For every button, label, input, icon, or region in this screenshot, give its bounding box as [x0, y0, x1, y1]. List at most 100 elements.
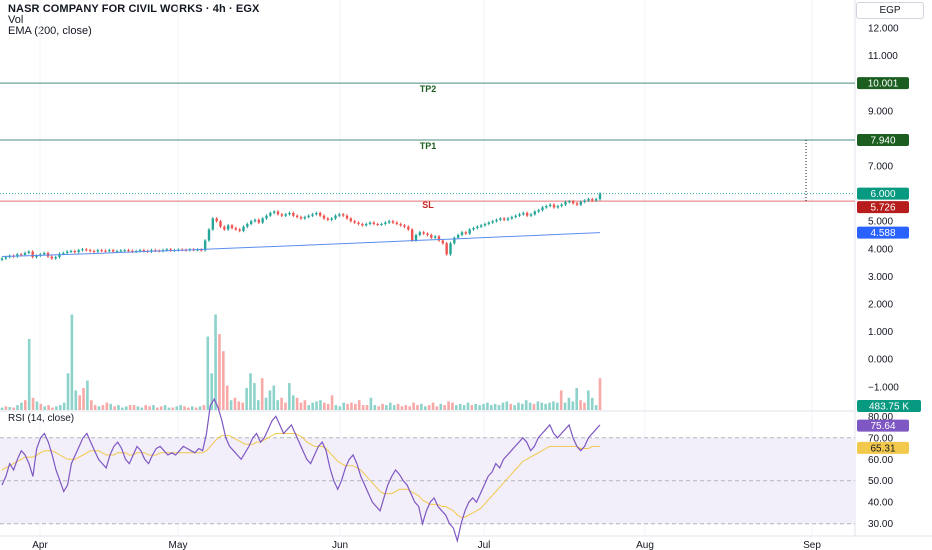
volume-bar — [43, 406, 47, 410]
candle-body — [368, 222, 372, 224]
candle-body — [92, 251, 96, 253]
chart-title[interactable]: NASR COMPANY FOR CIVIL WORKS · 4h · EGX — [8, 3, 260, 15]
candle-body — [226, 225, 230, 230]
volume-bar — [524, 400, 528, 410]
candle-body — [472, 228, 475, 230]
candle-body — [131, 250, 134, 252]
volume-bar — [35, 401, 39, 410]
rsi-indicator-label[interactable]: RSI (14, close) — [8, 413, 74, 424]
candle-body — [115, 251, 119, 253]
price-tick: 0.000 — [868, 355, 893, 366]
candle-body — [142, 250, 146, 252]
volume-bar — [427, 405, 431, 410]
candle-body — [384, 222, 387, 224]
volume-bar — [253, 383, 256, 410]
volume-bar — [16, 405, 19, 410]
price-tick: 7.000 — [868, 162, 893, 173]
volume-bar — [299, 402, 303, 410]
volume-bar — [90, 400, 93, 410]
volume-bar — [559, 390, 563, 410]
volume-bar — [229, 400, 233, 410]
candle-body — [514, 215, 517, 218]
candle-body — [479, 225, 483, 227]
volume-bar — [381, 403, 384, 410]
sl-price-tag-bg — [857, 201, 909, 214]
ema-indicator-label[interactable]: EMA (200, close) — [8, 25, 92, 37]
rsi-tick: 30.00 — [868, 519, 893, 530]
price-axis[interactable]: 12.00011.00010.0009.0008.0007.0006.0005.… — [857, 24, 921, 531]
volume-bar — [470, 405, 474, 410]
volume-bar — [171, 407, 175, 410]
candle-body — [372, 222, 376, 224]
volume-bar — [144, 405, 147, 410]
volume-bar — [0, 407, 4, 410]
candle-body — [108, 250, 111, 252]
volume-bar — [377, 406, 380, 410]
candle-body — [326, 218, 330, 220]
volume-bar — [334, 405, 338, 410]
currency-button[interactable]: EGP — [856, 2, 924, 19]
volume-bar — [443, 405, 446, 410]
volume-bar — [416, 405, 419, 410]
time-label: Sep — [803, 540, 821, 550]
candle-body — [292, 212, 295, 216]
volume-bar — [105, 402, 109, 410]
volume-bar — [571, 401, 575, 410]
volume-bar — [338, 406, 342, 410]
time-axis[interactable]: Apr May Jun Jul Aug Sep — [32, 540, 821, 550]
volume-bar — [124, 406, 128, 410]
volume-bar — [175, 406, 179, 410]
rsi-lines — [0, 397, 855, 544]
volume-bar — [528, 402, 532, 410]
volume-indicator-label[interactable]: Vol — [8, 14, 24, 26]
tp2-label: TP2 — [420, 84, 437, 94]
volume-bar — [555, 402, 559, 410]
candle-body — [127, 250, 130, 252]
candle-body — [575, 203, 579, 205]
volume-bar — [55, 406, 58, 410]
sl-price-tag: 5.726 — [870, 203, 895, 214]
price-tick: 4.000 — [868, 244, 893, 255]
candle-body — [441, 240, 445, 244]
candle-body — [246, 223, 249, 227]
candle-body — [54, 257, 57, 259]
candle-body — [349, 218, 353, 222]
volume-bar — [587, 390, 590, 410]
volume-bar — [206, 336, 210, 410]
candle-body — [414, 235, 418, 241]
volume-bar — [4, 406, 8, 410]
volume-bar — [74, 390, 78, 410]
volume-bar — [361, 405, 365, 410]
candle-body — [353, 221, 356, 223]
candle-body — [483, 223, 487, 226]
candle-body — [119, 250, 123, 252]
candle-body — [364, 223, 368, 226]
volume-bar — [117, 405, 120, 410]
candle-body — [257, 219, 261, 223]
candle-body — [23, 252, 27, 255]
volume-bar — [447, 401, 450, 410]
candle-body — [261, 218, 264, 223]
candle-body — [196, 249, 199, 251]
price-tick: −1.000 — [868, 382, 899, 393]
volume-bar — [311, 402, 314, 410]
candle-body — [552, 204, 556, 208]
volume-bar — [466, 402, 470, 410]
rsi-tick: 40.00 — [868, 498, 893, 509]
volume-bar — [62, 402, 66, 410]
volume-bar — [497, 405, 501, 410]
volume-bar — [78, 395, 81, 410]
candle-body — [315, 212, 318, 215]
rsi-value-tag-bg — [857, 419, 909, 432]
candle-body — [468, 229, 471, 234]
candle-body — [203, 240, 207, 251]
candle-body — [0, 258, 4, 260]
volume-bars — [0, 314, 602, 410]
candle-body — [564, 201, 567, 205]
volume-bar — [540, 402, 544, 410]
volume-bar — [39, 403, 43, 410]
volume-bar — [431, 402, 435, 410]
volume-bar — [268, 390, 272, 410]
candle-body — [242, 226, 245, 231]
